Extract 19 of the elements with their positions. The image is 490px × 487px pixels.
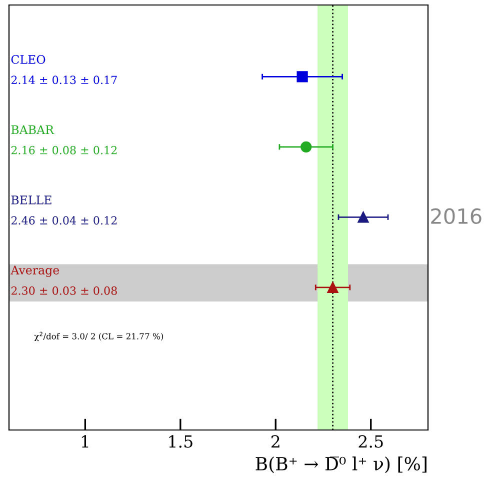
annotation: 2.30 ± 0.03 ± 0.08 <box>11 286 117 295</box>
point <box>296 71 308 82</box>
annotation: 2.46 ± 0.04 ± 0.12 <box>11 216 117 225</box>
annotation: 2.16 ± 0.08 ± 0.12 <box>11 146 117 154</box>
point <box>327 282 338 293</box>
y-tick-label: Average <box>10 266 60 277</box>
annotation: 2.14 ± 0.13 ± 0.17 <box>11 76 117 84</box>
point <box>300 141 312 152</box>
y-tick-label: BELLE <box>11 196 52 204</box>
x-axis-title: B(B⁺ → D̅⁰ l⁺ ν) [%] <box>256 456 426 474</box>
text: 2016 <box>431 208 482 224</box>
point <box>358 212 369 223</box>
x-tick-label: 1 <box>82 435 88 448</box>
y-tick-label: BABAR <box>11 125 54 134</box>
x-tick-label: 1.5 <box>169 435 192 448</box>
y-tick-label: CLEO <box>11 54 46 64</box>
x-tick-label: 2.5 <box>358 435 383 448</box>
annotation: χ$^{2}$/dof = 3.0/ 2 (CL = 21.77 %) <box>34 332 164 342</box>
x-tick-label: 2 <box>271 435 280 448</box>
